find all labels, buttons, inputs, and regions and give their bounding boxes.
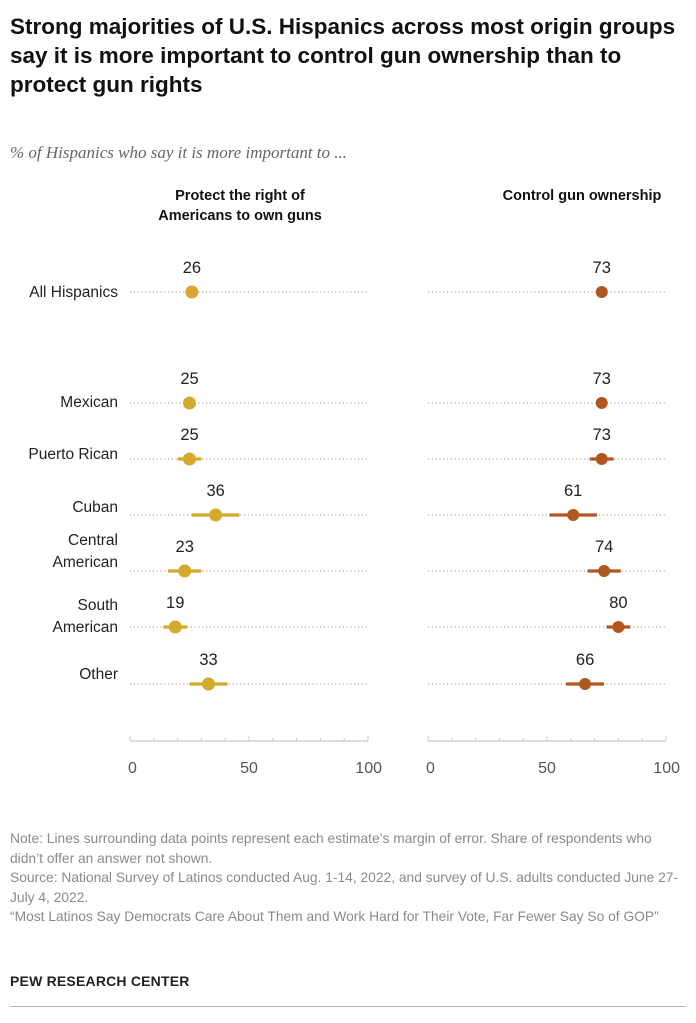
chart-notes: Note: Lines surrounding data points repr… [10, 829, 686, 927]
data-point [595, 397, 608, 409]
data-label: 73 [593, 426, 611, 444]
row-label-south-american: South American [52, 597, 118, 636]
x-tick-label: 100 [653, 760, 680, 777]
x-tick-label: 50 [538, 760, 556, 777]
left-panel-header-line1: Protect the right of [175, 188, 305, 204]
row-label-puerto-rican: Puerto Rican [28, 446, 118, 463]
bottom-divider [10, 1006, 686, 1007]
data-label: 33 [199, 651, 217, 669]
row-label-other: Other [79, 666, 118, 683]
data-label: 73 [593, 259, 611, 277]
data-point [178, 564, 192, 578]
data-label: 23 [176, 538, 194, 556]
left-panel-header-line2: Americans to own guns [158, 208, 322, 224]
data-label: 25 [180, 426, 198, 444]
data-point [183, 452, 196, 466]
data-label: 80 [609, 594, 627, 612]
chart-subtitle: % of Hispanics who say it is more import… [10, 143, 348, 162]
data-label: 73 [593, 370, 611, 388]
data-label: 25 [180, 370, 198, 388]
x-tick-label: 0 [128, 760, 137, 777]
data-point [185, 285, 199, 299]
data-point [183, 396, 196, 410]
data-point [209, 508, 223, 522]
data-label: 19 [166, 594, 184, 612]
data-point [168, 620, 182, 634]
row-label-cuban: Cuban [72, 499, 118, 516]
data-point [567, 509, 580, 521]
x-tick-label: 0 [426, 760, 435, 777]
right-panel-header: Control gun ownership [502, 188, 662, 204]
data-point [579, 678, 592, 690]
data-point [595, 453, 608, 465]
pew-logo-text: PEW RESEARCH CENTER [10, 973, 190, 989]
x-tick-label: 100 [355, 760, 382, 777]
row-label-mexican: Mexican [60, 394, 118, 411]
data-point [595, 286, 608, 298]
data-point [612, 621, 625, 633]
data-point [202, 677, 216, 691]
data-label: 66 [576, 651, 594, 669]
dot-plot-chart: 0 50 100 26 25 25 36 23 19 33 0 50 100 73 73 73 61 74 80 66 [128, 259, 680, 777]
note-text: Note: Lines surrounding data points repr… [10, 831, 652, 866]
x-tick-label: 50 [240, 760, 258, 777]
data-label: 74 [595, 538, 613, 556]
data-label: 26 [183, 259, 201, 277]
row-label-central-american: Central American [52, 532, 118, 571]
data-point [598, 565, 611, 577]
report-title: “Most Latinos Say Democrats Care About T… [10, 909, 659, 924]
left-panel-header: Protect the right of Americans to own gu… [128, 186, 352, 226]
chart-title: Strong majorities of U.S. Hispanics acro… [10, 14, 676, 97]
source-text: Source: National Survey of Latinos condu… [10, 870, 679, 905]
data-label: 36 [207, 482, 225, 500]
row-label-all-hispanics: All Hispanics [29, 284, 118, 301]
data-label: 61 [564, 482, 582, 500]
